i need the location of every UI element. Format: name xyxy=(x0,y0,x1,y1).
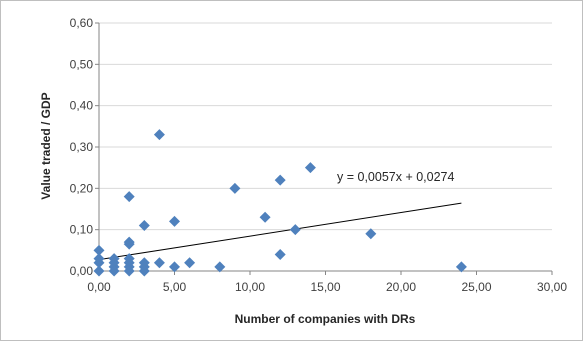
data-point xyxy=(289,224,301,236)
data-point xyxy=(123,238,135,250)
x-tick-label: 20,00 xyxy=(386,280,416,294)
y-axis-title: Value traded / GDP xyxy=(39,92,53,199)
data-point xyxy=(93,244,105,256)
y-tick-label: 0,10 xyxy=(70,223,94,237)
data-point xyxy=(93,257,105,269)
data-point xyxy=(274,248,286,260)
tick-labels: 0,00 0,10 0,20 0,30 0,40 0,50 0,60 0,00 5,00 10,0… xyxy=(70,16,568,294)
data-point xyxy=(229,182,241,194)
x-tick-label: 25,00 xyxy=(461,280,491,294)
data-point xyxy=(138,265,150,277)
data-point xyxy=(304,162,316,174)
y-tick-label: 0,40 xyxy=(70,99,94,113)
data-point xyxy=(153,129,165,141)
data-point xyxy=(108,265,120,277)
data-point xyxy=(138,220,150,232)
y-tick-label: 0,50 xyxy=(70,57,94,71)
data-point xyxy=(259,211,271,223)
data-point xyxy=(123,191,135,203)
x-tick-label: 15,00 xyxy=(310,280,340,294)
x-tick-label: 10,00 xyxy=(235,280,265,294)
trendline-layer xyxy=(98,202,462,261)
x-tick-label: 0,00 xyxy=(87,280,111,294)
data-point xyxy=(274,174,286,186)
x-tick-label: 5,00 xyxy=(163,280,187,294)
y-tick-label: 0,30 xyxy=(70,140,94,154)
data-point xyxy=(169,215,180,227)
y-tick-label: 0,60 xyxy=(70,16,94,30)
trendline-equation: y = 0,0057x + 0,0274 xyxy=(337,170,455,184)
axes xyxy=(95,22,553,275)
x-axis-title: Number of companies with DRs xyxy=(235,312,416,326)
gridlines xyxy=(99,22,552,231)
y-tick-label: 0,00 xyxy=(70,264,94,278)
data-point xyxy=(123,265,135,277)
y-tick-label: 0,20 xyxy=(70,181,94,195)
data-points xyxy=(93,129,467,277)
data-point xyxy=(169,261,180,273)
data-point xyxy=(184,257,196,269)
data-point xyxy=(153,257,165,269)
data-point xyxy=(365,228,377,240)
data-point xyxy=(455,261,467,273)
trendline xyxy=(98,202,462,261)
x-tick-label: 30,00 xyxy=(537,280,567,294)
data-point xyxy=(93,265,105,277)
data-point xyxy=(214,261,226,273)
